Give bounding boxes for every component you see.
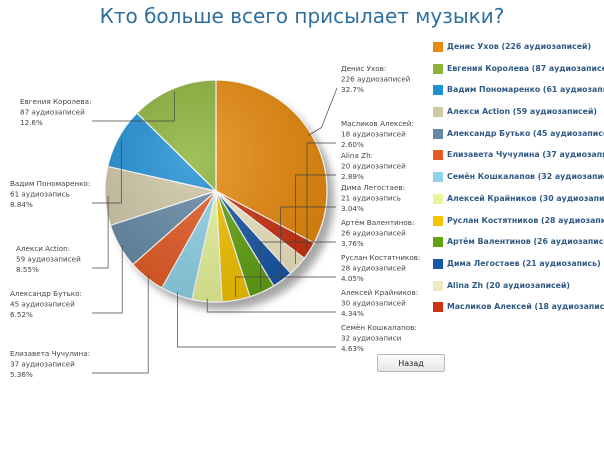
legend-label: Руслан Костятников (28 аудиозаписей) <box>447 215 604 225</box>
slice-label-name: Артём Валентинов: <box>341 218 414 227</box>
legend-label: Масликов Алексей (18 аудиозаписей) <box>447 302 604 312</box>
slice-label-percent: 5.36% <box>10 370 33 379</box>
leader-line-8 <box>92 275 149 374</box>
slice-label-name: Елизавета Чучулина: <box>10 349 90 358</box>
legend-swatch <box>433 150 443 161</box>
slice-label-percent: 4.63% <box>341 344 364 353</box>
slice-label-name: Денис Ухов: <box>341 64 386 73</box>
slice-label-percent: 2.89% <box>341 172 364 181</box>
leader-line-12 <box>92 91 175 122</box>
leader-line-5 <box>235 276 336 298</box>
slice-label-percent: 2.60% <box>341 140 364 149</box>
slice-label-count: 18 аудиозаписей <box>341 130 406 139</box>
leader-line-10 <box>92 195 109 269</box>
slice-label-count: 21 аудиозапись <box>341 194 401 203</box>
legend-swatch <box>433 172 443 183</box>
slice-label-count: 30 аудиозаписей <box>341 299 406 308</box>
slice-label-percent: 3.76% <box>341 239 364 248</box>
legend-label: Дима Легостаев (21 аудиозапись) <box>447 258 601 268</box>
legend-label: Евгения Королева (87 аудиозаписей) <box>447 63 604 73</box>
slice-label-count: 26 аудиозаписей <box>341 229 406 238</box>
legend-label: Елизавета Чучулина (37 аудиозаписей) <box>447 150 604 160</box>
slice-label-count: 59 аудиозаписей <box>16 255 81 264</box>
legend-label: Алекси Action (59 аудиозаписей) <box>447 107 597 117</box>
legend-swatch <box>433 85 443 96</box>
leader-line-4 <box>260 241 336 290</box>
leader-line-6 <box>206 298 336 313</box>
legend-label: Вадим Пономаренко (61 аудиозапись) <box>447 85 604 95</box>
legend-swatch <box>433 280 443 291</box>
leader-line-11 <box>92 139 122 204</box>
slice-label-name: Алексей Крайников: <box>341 288 418 297</box>
legend-swatch <box>433 302 443 313</box>
slice-label-count: 226 аудиозаписей <box>341 75 411 84</box>
legend-swatch <box>433 63 443 74</box>
leader-line-3 <box>280 206 336 278</box>
leader-line-9 <box>92 244 123 314</box>
slice-label-percent: 3.04% <box>341 204 364 213</box>
slice-label-name: Евгения Королева: <box>20 97 92 106</box>
legend-label: Семён Кошкалапов (32 аудиозаписи) <box>447 172 604 182</box>
leader-line-2 <box>295 174 336 264</box>
slice-label-name: Алекси Action: <box>16 244 70 253</box>
slice-label-percent: 6.52% <box>10 310 33 319</box>
slice-label-count: 32 аудиозаписи <box>341 334 402 343</box>
slice-label-percent: 4.05% <box>341 274 364 283</box>
legend-swatch <box>433 128 443 139</box>
legend-label: Артём Валентинов (26 аудиозаписей) <box>447 237 604 247</box>
slice-label-percent: 32.7% <box>341 85 364 94</box>
slice-label-count: 37 аудиозаписей <box>10 360 75 369</box>
slice-label-count: 28 аудиозаписей <box>341 264 406 273</box>
legend-swatch <box>433 258 443 269</box>
slice-label-name: Alina Zh: <box>341 151 373 160</box>
legend-swatch <box>433 237 443 248</box>
slice-label-count: 61 аудиозапись <box>10 190 70 199</box>
slice-label-name: Руслан Костятников: <box>341 253 420 262</box>
slice-label-percent: 8.84% <box>10 200 33 209</box>
legend-swatch <box>433 42 443 52</box>
slice-label-name: Масликов Алексей: <box>341 119 414 128</box>
slice-label-name: Дима Легостаев: <box>341 183 405 192</box>
slice-label-percent: 8.55% <box>16 265 39 274</box>
slice-label-percent: 4.34% <box>341 309 364 318</box>
legend-swatch <box>433 215 443 226</box>
legend-label: Александр Бутько (45 аудиозаписей) <box>447 128 604 138</box>
leader-line-7 <box>177 291 336 348</box>
leader-line-0 <box>308 87 338 136</box>
slice-label-name: Семён Кошкалапов: <box>341 323 417 332</box>
leader-line-1 <box>306 142 336 250</box>
legend-label: Денис Ухов (226 аудиозаписей) <box>447 42 592 51</box>
legend-swatch <box>433 107 443 118</box>
slice-label-name: Александр Бутько: <box>10 289 82 298</box>
slice-label-count: 20 аудиозаписей <box>341 162 406 171</box>
back-button[interactable]: Назад <box>377 354 445 372</box>
legend-label: Alina Zh (20 аудиозаписей) <box>447 280 570 290</box>
slice-label-count: 45 аудиозаписей <box>10 300 75 309</box>
page-title: Кто больше всего присылает музыки? <box>99 4 505 28</box>
slice-label-count: 87 аудиозаписей <box>20 108 85 117</box>
legend-label: Алексей Крайников (30 аудиозаписей) <box>447 193 604 203</box>
slice-label-name: Вадим Пономаренко: <box>10 179 90 188</box>
legend-swatch <box>433 193 443 204</box>
slice-label-percent: 12.6% <box>20 118 43 127</box>
